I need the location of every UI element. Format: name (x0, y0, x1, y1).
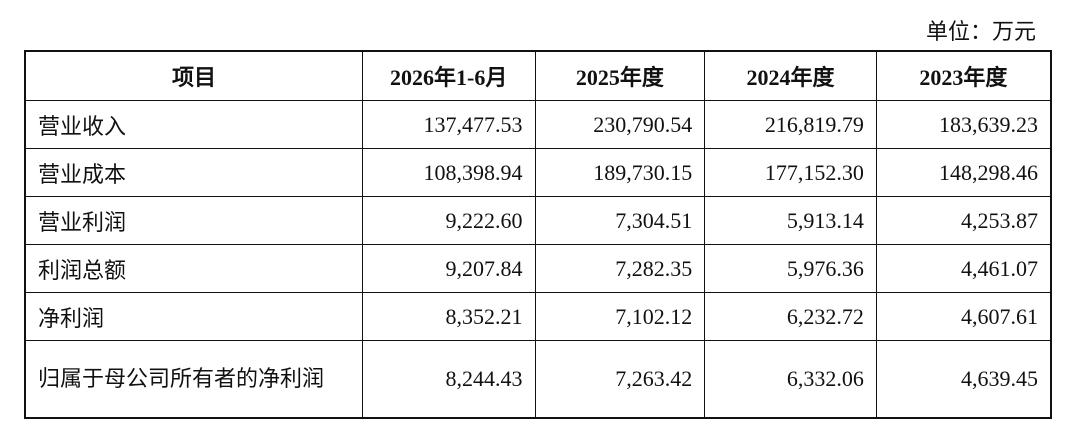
row-label: 归属于母公司所有者的净利润 (24, 340, 363, 419)
value-cell: 7,263.42 (534, 340, 706, 419)
value-cell: 4,461.07 (875, 244, 1052, 293)
table-row: 营业成本 108,398.94 189,730.15 177,152.30 148,29… (24, 148, 1052, 197)
row-label: 利润总额 (24, 244, 363, 293)
row-label: 营业成本 (24, 148, 363, 197)
table-row: 净利润 8,352.21 7,102.12 6,232.72 4,607.61 (24, 292, 1052, 341)
table-row: 归属于母公司所有者的净利润 8,244.43 7,263.42 6,332.06 4,6… (24, 340, 1052, 419)
value-cell: 9,207.84 (361, 244, 536, 293)
value-cell: 183,639.23 (875, 100, 1052, 149)
value-cell: 7,304.51 (534, 196, 706, 245)
header-cell: 2026年1-6月 (361, 50, 536, 101)
row-label: 营业利润 (24, 196, 363, 245)
header-row: 项目 2026年1-6月 2025年度 2024年度 2023年度 (24, 50, 1052, 101)
value-cell: 8,244.43 (361, 340, 536, 419)
value-cell: 230,790.54 (534, 100, 706, 149)
value-cell: 189,730.15 (534, 148, 706, 197)
header-cell: 2024年度 (704, 50, 877, 101)
value-cell: 177,152.30 (704, 148, 877, 197)
value-cell: 8,352.21 (361, 292, 536, 341)
value-cell: 148,298.46 (875, 148, 1052, 197)
value-cell: 4,639.45 (875, 340, 1052, 419)
value-cell: 4,607.61 (875, 292, 1052, 341)
value-cell: 7,282.35 (534, 244, 706, 293)
value-cell: 108,398.94 (361, 148, 536, 197)
table-row: 利润总额 9,207.84 7,282.35 5,976.36 4,461.07 (24, 244, 1052, 293)
table-row: 营业利润 9,222.60 7,304.51 5,913.14 4,253.87 (24, 196, 1052, 245)
value-cell: 216,819.79 (704, 100, 877, 149)
financial-table: 项目 2026年1-6月 2025年度 2024年度 2023年度 营业收入 137,47… (24, 50, 1052, 419)
value-cell: 6,332.06 (704, 340, 877, 419)
row-label: 净利润 (24, 292, 363, 341)
header-cell: 项目 (24, 50, 363, 101)
value-cell: 6,232.72 (704, 292, 877, 341)
table-body: 营业收入 137,477.53 230,790.54 216,819.79 183,63… (24, 100, 1052, 419)
value-cell: 137,477.53 (361, 100, 536, 149)
row-label: 营业收入 (24, 100, 363, 149)
value-cell: 5,913.14 (704, 196, 877, 245)
value-cell: 5,976.36 (704, 244, 877, 293)
table-row: 营业收入 137,477.53 230,790.54 216,819.79 183,63… (24, 100, 1052, 149)
value-cell: 9,222.60 (361, 196, 536, 245)
unit-label: 单位：万元 (925, 19, 1036, 44)
value-cell: 7,102.12 (534, 292, 706, 341)
header-cell: 2025年度 (534, 50, 706, 101)
value-cell: 4,253.87 (875, 196, 1052, 245)
header-cell: 2023年度 (875, 50, 1052, 101)
